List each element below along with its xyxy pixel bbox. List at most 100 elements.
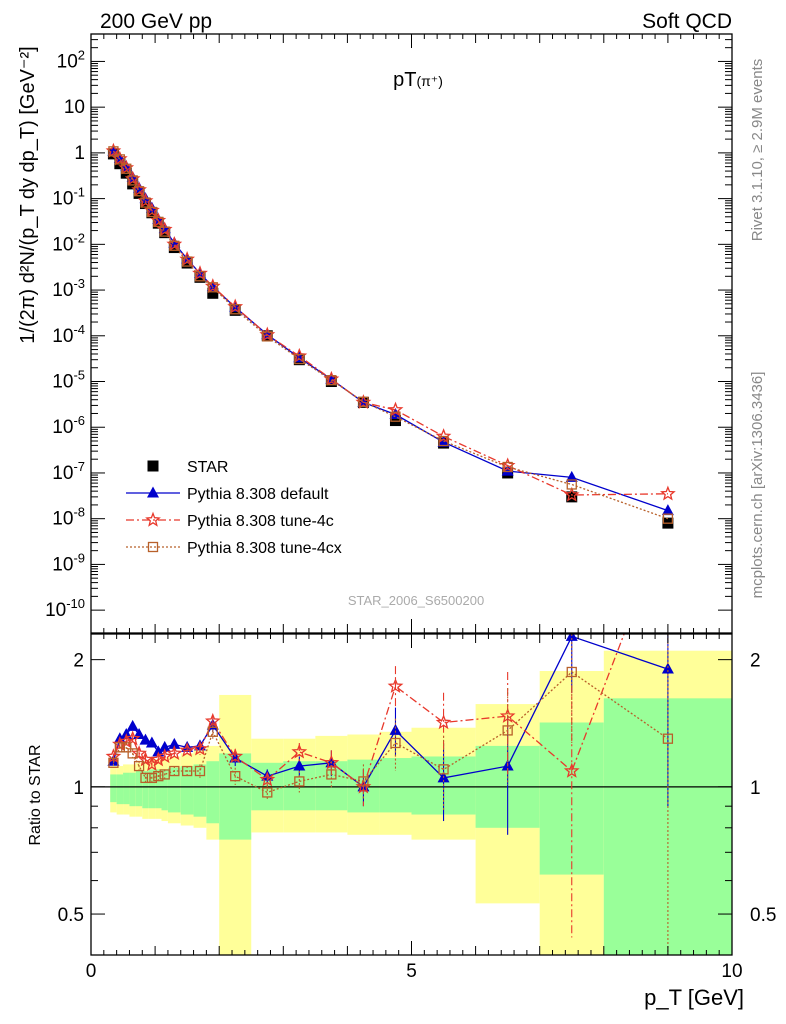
- legend-marker: [145, 511, 161, 527]
- ratio-point: [166, 745, 183, 761]
- y-tick-label: 10-6: [52, 413, 85, 438]
- data-point: [566, 491, 578, 503]
- data-point: [169, 240, 180, 251]
- ratio-point: [661, 662, 674, 674]
- ratio-point: [126, 719, 139, 731]
- band-inner: [206, 761, 220, 824]
- ratio-point: [181, 765, 193, 777]
- data-point: [435, 428, 452, 444]
- y-tick-label: 10-8: [52, 505, 85, 530]
- ratio-series-2: [108, 634, 674, 955]
- data-point: [114, 154, 125, 165]
- series-line: [112, 150, 668, 496]
- ticks: 0 5 10 10-10 10-9 10-8 10-7 10-6 10-5 10-4 10-3 10-…: [45, 34, 776, 982]
- band-inner: [379, 758, 412, 813]
- data-point: [438, 435, 449, 447]
- ratio-point: [565, 634, 578, 641]
- ratio-point: [192, 740, 208, 756]
- ratio-point: [438, 764, 449, 775]
- ratio-y-tick-label: 2: [73, 651, 84, 672]
- ratio-point: [127, 748, 138, 759]
- legend-marker: [147, 541, 159, 553]
- data-point: [194, 271, 206, 282]
- band-inner: [142, 771, 149, 809]
- band-inner: [167, 767, 181, 813]
- ratio-point: [152, 745, 165, 757]
- data-point: [181, 256, 193, 267]
- legend-marker: [147, 486, 159, 498]
- data-point: [127, 178, 139, 190]
- ratio-point: [262, 787, 273, 798]
- ratio-point: [146, 772, 158, 784]
- ratio-point: [390, 737, 401, 749]
- ratio-point: [121, 742, 132, 753]
- ratio-point: [389, 723, 402, 735]
- ratio-y-label-text: Ratio to STAR: [27, 744, 44, 845]
- band-inner: [123, 772, 130, 805]
- side-label-source: mcplots.cern.ch [arXiv:1306.3436]: [749, 372, 766, 599]
- data-point: [146, 206, 158, 218]
- ratio-point: [156, 748, 173, 764]
- series-2: [105, 142, 676, 502]
- ratio-point: [293, 759, 306, 771]
- ratio-point: [563, 762, 580, 778]
- main-series: [105, 142, 676, 529]
- ratio-point: [294, 776, 305, 787]
- data-point: [262, 331, 273, 342]
- ratio-y-tick-label: 0.5: [58, 905, 84, 926]
- legend-item: Pythia 8.308 tune-4cx: [126, 540, 342, 557]
- ratio-point: [133, 760, 145, 772]
- ratio-point: [230, 771, 241, 782]
- ratio-point: [291, 743, 308, 759]
- legend-label: Pythia 8.308 default: [187, 486, 329, 503]
- ratio-point: [502, 725, 513, 736]
- ratio-point: [153, 771, 164, 782]
- ratio-point: [662, 733, 674, 744]
- ratio-point: [168, 737, 181, 749]
- x-axis-label: p_T [GeV]: [644, 985, 744, 1010]
- band-inner: [116, 774, 124, 805]
- chart-title: pT(π⁺): [393, 69, 443, 91]
- ratio-point: [145, 736, 158, 748]
- ratio-point: [358, 776, 369, 787]
- ratio-point: [387, 678, 404, 693]
- main-y-label-text: 1/(2π) d²N/(p_T dy dp_T) [GeV⁻²]: [17, 46, 39, 343]
- data-point: [133, 186, 145, 197]
- series-3: [108, 146, 674, 524]
- data-point: [389, 407, 402, 419]
- band-inner: [135, 771, 143, 807]
- ratio-y-tick-label-right: 2: [750, 651, 761, 672]
- y-tick-label: 1: [74, 143, 85, 164]
- band-inner: [219, 753, 252, 840]
- data-point: [207, 287, 219, 299]
- ratio-point: [566, 666, 577, 678]
- ratio-point: [326, 769, 337, 780]
- data-point: [501, 464, 514, 476]
- y-tick-label: 10-1: [52, 185, 85, 210]
- data-point: [563, 486, 580, 502]
- legend-item: STAR: [147, 459, 228, 476]
- band-inner: [148, 769, 156, 809]
- ratio-series: [105, 634, 674, 955]
- side-label-rivet: Rivet 3.1.10, ≥ 2.9M events: [749, 59, 766, 242]
- data-point: [207, 282, 218, 293]
- ratio-point: [140, 772, 151, 784]
- legend: STAR Pythia 8.308 default Pythia 8.308 tun…: [126, 459, 342, 557]
- ratio-point: [169, 765, 180, 777]
- series-line: [112, 150, 669, 512]
- band-inner: [129, 772, 136, 807]
- data-point: [358, 396, 369, 407]
- ratio-point: [139, 733, 152, 745]
- ratio-point: [207, 726, 218, 737]
- data-point: [153, 216, 164, 228]
- ratio-bands: [110, 650, 732, 955]
- y-tick-label: 10-5: [52, 368, 85, 393]
- data-point: [390, 411, 401, 422]
- data-point: [502, 461, 513, 473]
- ratio-y-tick-label-right: 0.5: [750, 905, 776, 926]
- ratio-point: [499, 707, 516, 723]
- data-point: [565, 470, 578, 482]
- y-tick-label: 10-4: [52, 322, 85, 347]
- header-left: 200 GeV pp: [100, 10, 212, 33]
- data-point: [660, 485, 676, 501]
